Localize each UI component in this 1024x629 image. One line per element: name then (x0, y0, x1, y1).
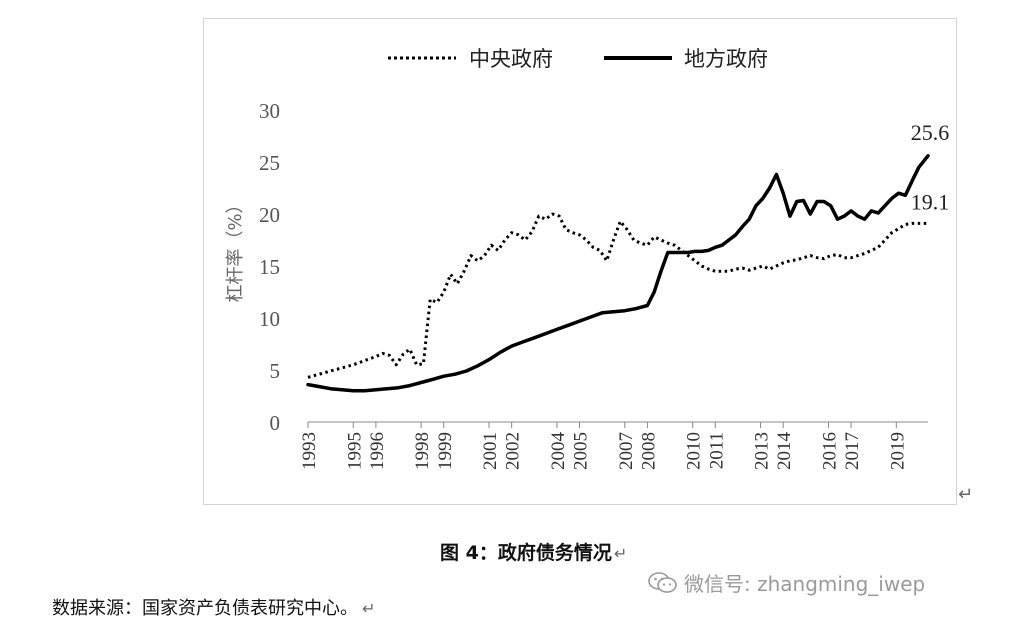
x-tick-label: 1993 (299, 432, 320, 470)
return-mark: ↵ (958, 484, 974, 505)
legend-label-central: 中央政府 (469, 47, 553, 71)
y-tick-label: 15 (259, 255, 280, 279)
x-tick-label: 1999 (435, 432, 456, 470)
y-tick-label: 5 (270, 359, 281, 383)
series-layer (306, 154, 930, 393)
x-tick-label: 2019 (887, 432, 908, 470)
x-tick-label: 2005 (571, 432, 592, 470)
x-tick-label: 1995 (344, 432, 365, 470)
x-tick-label: 2004 (548, 432, 569, 471)
end-labels: 19.1 25.6 (911, 120, 950, 215)
x-tick-label: 2010 (684, 432, 705, 470)
end-label-central: 19.1 (911, 189, 950, 214)
x-tick-label: 2002 (503, 432, 524, 470)
legend: 中央政府 地方政府 (388, 47, 768, 71)
figure-caption: 图 4：政府债务情况 ↵ (440, 538, 627, 565)
y-tick-label: 25 (259, 151, 280, 175)
x-tick-label: 2008 (638, 432, 659, 470)
figure-caption-text: 图 4：政府债务情况 (440, 542, 612, 564)
x-tick-label: 2007 (616, 432, 637, 470)
y-axis-label: 杠杆率（%） (225, 195, 246, 302)
y-tick-label: 30 (259, 99, 280, 123)
x-tick-label: 1996 (367, 432, 388, 470)
legend-label-local: 地方政府 (684, 47, 768, 71)
caption-return-mark: ↵ (613, 544, 628, 563)
y-tick-label: 0 (270, 411, 281, 435)
x-tick-label: 2013 (752, 432, 773, 470)
source-note-text: 数据来源：国家资产负债表研究中心。 (52, 598, 358, 619)
source-note: 数据来源：国家资产负债表研究中心。 ↵ (52, 594, 375, 620)
wechat-icon (648, 571, 677, 593)
source-return-mark: ↵ (362, 599, 376, 618)
x-tick-label: 1998 (412, 432, 433, 470)
y-tick-label: 10 (259, 307, 280, 331)
series-line-central (307, 212, 928, 379)
y-tick-label: 20 (259, 203, 280, 227)
series-line-local (306, 154, 930, 393)
x-tick-label: 2017 (842, 432, 863, 470)
watermark: 微信号: zhangming_iwep (648, 568, 925, 597)
chart-frame: 中央政府 地方政府 杠杆率（%） 0 5 10 15 20 25 30 1993 1995 19… (203, 18, 957, 505)
end-label-local: 25.6 (911, 120, 950, 145)
x-tick-label: 2011 (706, 432, 727, 469)
y-ticks: 0 5 10 15 20 25 30 (259, 99, 280, 435)
x-tick-label: 2014 (774, 432, 795, 471)
x-ticks: 1993 1995 1996 1998 1999 2001 2002 2004 2005 2007… (299, 422, 908, 470)
x-tick-label: 2001 (480, 432, 501, 470)
x-tick-label: 2016 (819, 432, 840, 470)
watermark-text: 微信号: zhangming_iwep (684, 572, 926, 596)
